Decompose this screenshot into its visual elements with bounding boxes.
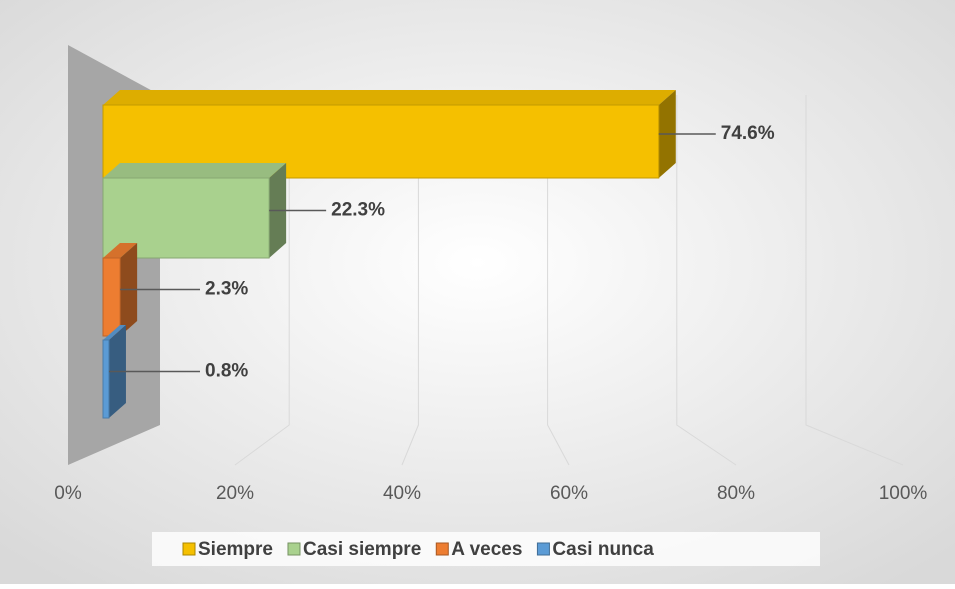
x-tick-label: 60% (550, 483, 588, 504)
legend-label: Casi nunca (552, 539, 654, 560)
legend-label: Siempre (198, 539, 273, 560)
value-label: 74.6% (721, 123, 775, 144)
grid-line (805, 95, 904, 466)
x-tick-label: 40% (383, 483, 421, 504)
legend-swatch (287, 542, 301, 556)
value-label: 2.3% (205, 279, 248, 300)
bar-top (103, 90, 676, 105)
grid-line (676, 95, 737, 466)
x-tick-label: 80% (717, 483, 755, 504)
bar-top (103, 163, 287, 178)
legend-swatch (536, 542, 550, 556)
legend-swatch (435, 542, 449, 556)
grid-line (234, 95, 290, 466)
legend-box (152, 532, 820, 566)
value-label: 0.8% (205, 361, 248, 382)
bar (102, 339, 110, 419)
x-tick-label: 100% (879, 483, 928, 504)
value-label: 22.3% (331, 200, 385, 221)
bar-top (103, 325, 126, 340)
x-tick-label: 0% (54, 483, 82, 504)
legend-swatch (182, 542, 196, 556)
bar (102, 257, 121, 337)
legend-label: A veces (451, 539, 522, 560)
grid-line (547, 95, 570, 466)
grid-line (401, 95, 419, 466)
legend-label: Casi siempre (303, 539, 421, 560)
bar-top (103, 243, 138, 258)
x-tick-label: 20% (216, 483, 254, 504)
